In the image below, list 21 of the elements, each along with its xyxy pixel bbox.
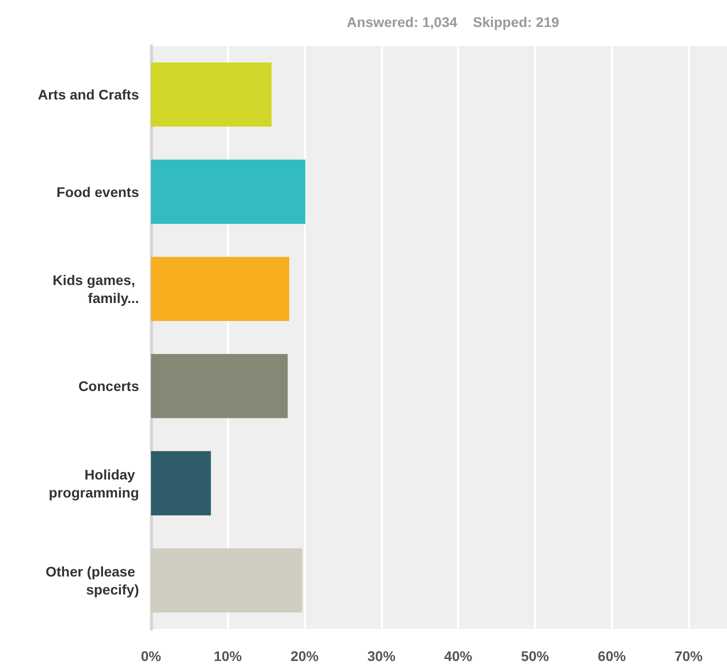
bar — [151, 354, 288, 418]
x-tick-label: 0% — [140, 648, 162, 664]
x-tick-label: 30% — [367, 648, 396, 664]
y-tick-label: Arts and Crafts — [38, 86, 140, 103]
bar — [151, 451, 211, 516]
bar — [151, 548, 302, 612]
chart-subtitle: Answered: 1,034 Skipped: 219 — [346, 14, 560, 30]
y-tick-label: Food events — [56, 184, 140, 200]
x-tick-label: 10% — [214, 648, 242, 664]
x-tick-label: 20% — [290, 648, 320, 664]
y-tick-label: Holiday programming — [48, 466, 139, 500]
x-tick-label: 40% — [444, 648, 473, 664]
y-tick-label: Other (please specify) — [46, 563, 139, 598]
y-tick-label: Concerts — [78, 378, 140, 394]
x-tick-label: 50% — [520, 648, 550, 664]
bar — [151, 256, 290, 321]
x-tick-label: 60% — [598, 648, 626, 664]
x-tick-label: 70% — [674, 648, 704, 664]
bar — [151, 160, 306, 224]
y-tick-label: Kids games, family... — [52, 272, 139, 306]
bar — [151, 62, 272, 127]
